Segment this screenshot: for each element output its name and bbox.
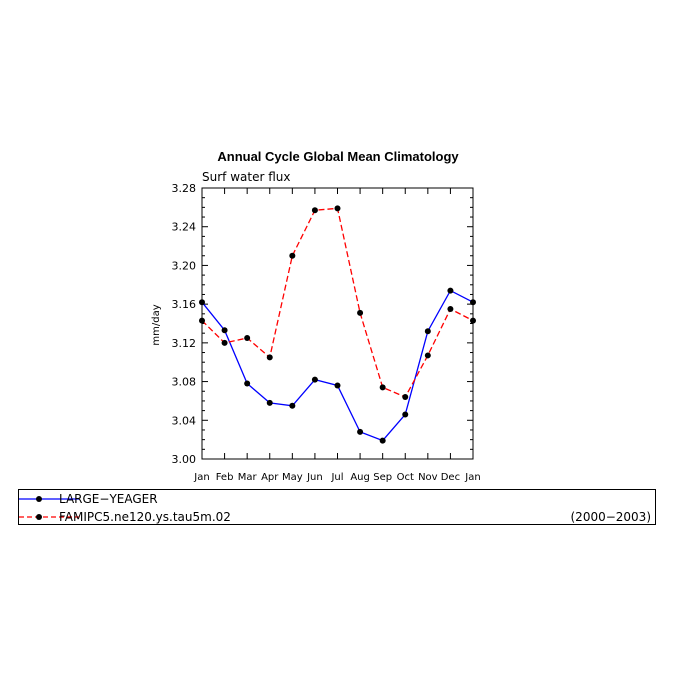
y-tick-label: 3.08: [172, 376, 197, 389]
x-tick-label: Aug: [350, 472, 370, 483]
series-line-1: [201, 207, 474, 398]
series-0-point: [357, 428, 364, 435]
x-tick-label: Jan: [464, 472, 480, 483]
series-1-point: [266, 354, 273, 361]
series-0-point: [221, 327, 228, 334]
legend-swatch-famipc5: [19, 514, 79, 520]
legend: LARGE−YEAGER FAMIPC5.ne120.ys.tau5m.02 (…: [18, 489, 656, 525]
series-0-point: [311, 376, 318, 383]
series-1-point: [311, 207, 318, 214]
y-axis-label: mm/day: [151, 304, 162, 345]
chart-subtitle: Surf water flux: [202, 170, 290, 184]
x-tick-label: Dec: [441, 472, 460, 483]
y-tick-label: 3.28: [172, 182, 197, 195]
series-0-point: [447, 287, 454, 294]
series-line-0: [201, 289, 474, 442]
x-tick-label: Jan: [193, 472, 209, 483]
x-tick-label: May: [282, 472, 303, 483]
y-tick-label: 3.12: [172, 337, 197, 350]
series-1-point: [357, 309, 364, 316]
series-0-point: [424, 328, 431, 335]
legend-period: (2000−2003): [570, 510, 652, 524]
series-1-point: [244, 335, 251, 342]
y-tick-label: 3.04: [172, 414, 197, 427]
series-1-point: [470, 317, 476, 324]
series-0-point: [402, 411, 409, 418]
y-tick-label: 3.20: [172, 259, 197, 272]
y-tick-label: 3.16: [172, 298, 197, 311]
series-1-point: [289, 252, 296, 259]
series-1-point: [402, 394, 409, 401]
series-1-point: [424, 352, 431, 359]
series-0-point: [244, 380, 251, 387]
series-1-point: [334, 205, 341, 212]
series-1-point: [447, 305, 454, 312]
series-0-point: [266, 399, 273, 406]
series-1-point: [199, 317, 205, 324]
y-tick-label: 3.00: [172, 453, 197, 466]
x-tick-label: Oct: [397, 472, 414, 483]
x-tick-label: Mar: [238, 472, 258, 483]
series-1-point: [379, 384, 386, 391]
x-tick-label: Apr: [261, 472, 279, 483]
x-tick-label: Jun: [306, 472, 323, 483]
series-0-point: [379, 437, 386, 444]
legend-label-large-yeager: LARGE−YEAGER: [59, 492, 158, 506]
series-0-point: [470, 299, 476, 306]
chart-title: Annual Cycle Global Mean Climatology: [217, 149, 459, 164]
y-tick-label: 3.24: [172, 221, 197, 234]
legend-swatch-large-yeager: [19, 496, 79, 502]
x-tick-label: Feb: [216, 472, 234, 483]
legend-item-famipc5: FAMIPC5.ne120.ys.tau5m.02 (2000−2003): [19, 509, 655, 525]
series-1-point: [221, 339, 228, 346]
series-0-point: [199, 299, 205, 306]
legend-label-famipc5: FAMIPC5.ne120.ys.tau5m.02: [59, 510, 231, 524]
legend-item-large-yeager: LARGE−YEAGER: [19, 491, 655, 507]
x-tick-label: Nov: [418, 472, 438, 483]
series-0-point: [334, 382, 341, 389]
x-tick-label: Jul: [330, 472, 343, 483]
x-tick-label: Sep: [373, 472, 392, 483]
series-0-point: [289, 402, 296, 409]
